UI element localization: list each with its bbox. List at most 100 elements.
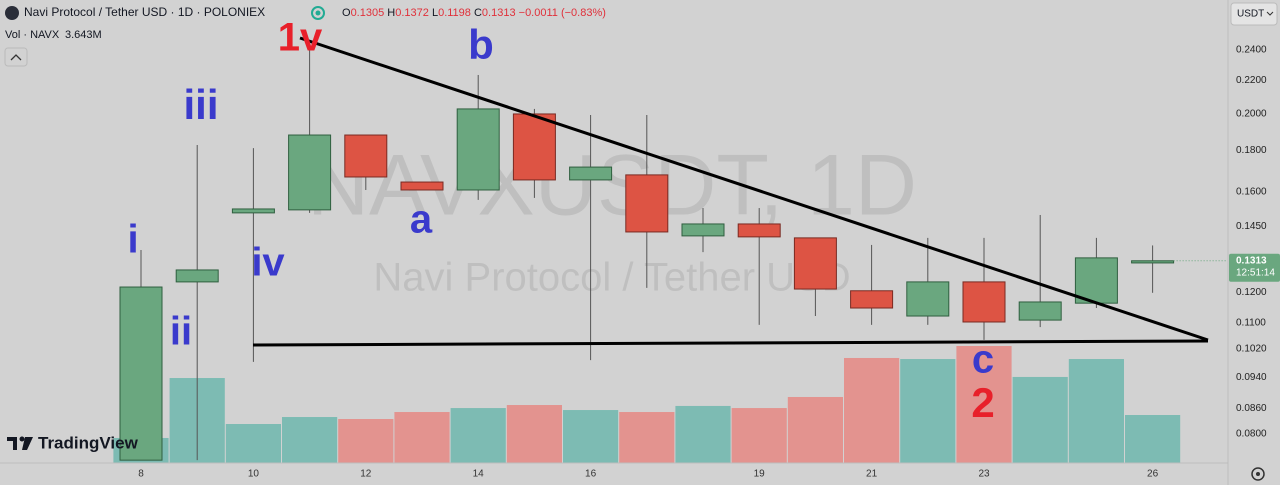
- currency: USDT: [1237, 9, 1264, 20]
- change: −0.0011 (−0.83%): [519, 7, 606, 19]
- y-tick-label: 0.1450: [1236, 221, 1267, 232]
- candle-body: [850, 290, 894, 309]
- candle-body: [119, 286, 163, 461]
- volume-bar: [1125, 415, 1181, 463]
- candle-body: [175, 269, 219, 283]
- candle-body: [793, 237, 837, 290]
- watermark-name: Navi Protocol / Tether USD: [373, 256, 850, 300]
- volume-last: 3.643M: [65, 29, 102, 41]
- candle-body: [400, 181, 444, 191]
- wave-label: 1v: [278, 16, 323, 60]
- x-tick-label: 19: [754, 469, 766, 480]
- support-line: [252, 339, 1209, 347]
- volume-layer: [113, 346, 1181, 463]
- x-tick-label: 8: [138, 469, 144, 480]
- y-tick-label: 0.1600: [1236, 186, 1267, 197]
- trend-line: [299, 36, 1209, 342]
- volume-bar: [394, 412, 450, 463]
- wave-label: ii: [170, 310, 192, 354]
- watermark-symbol: NAVXUSDT, 1D: [307, 138, 917, 234]
- volume-bar: [225, 424, 281, 463]
- logo-mark: [22, 437, 33, 450]
- volume-bar: [338, 418, 394, 463]
- ohlc-value: 0.1198: [438, 7, 471, 19]
- x-tick-label: 26: [1147, 469, 1159, 480]
- volume-bar: [1068, 359, 1124, 463]
- candle-body: [1131, 260, 1175, 264]
- ohlc-value: 0.1305: [351, 7, 385, 19]
- ohlc-value: 0.1313: [482, 7, 516, 19]
- wave-label: b: [468, 21, 494, 68]
- wave-label: 2: [971, 379, 994, 426]
- wave-label: iv: [251, 241, 285, 285]
- wave-label: c: [972, 338, 994, 382]
- dropdown-arrow: [1266, 11, 1274, 16]
- y-tick-label: 0.1100: [1236, 317, 1266, 328]
- ohlc-label: O: [342, 7, 351, 19]
- y-tick-label: 0.0800: [1236, 429, 1267, 440]
- y-tick-label: 0.1200: [1236, 287, 1267, 298]
- y-tick-label: 0.0940: [1236, 372, 1267, 383]
- price-marker: [1229, 253, 1280, 282]
- symbol-icon: [5, 6, 19, 20]
- logo-mark: [7, 437, 17, 450]
- volume-bar: [563, 410, 619, 463]
- collapse-button[interactable]: [4, 47, 28, 67]
- brand-name: TradingView: [38, 433, 139, 452]
- y-tick-label: 0.0860: [1236, 403, 1267, 414]
- volume-bar: [787, 396, 843, 463]
- candle-body: [456, 108, 500, 191]
- currency-dropdown[interactable]: [1230, 2, 1278, 26]
- ohlc-label: L: [432, 7, 438, 19]
- volume-bar: [675, 405, 731, 463]
- status-dot-inner: [315, 10, 321, 16]
- x-tick-label: 23: [978, 469, 990, 480]
- x-tick-label: 21: [866, 469, 878, 480]
- x-tick-label: 10: [248, 469, 260, 480]
- candle-body: [288, 134, 332, 211]
- y-tick-label: 0.1800: [1236, 145, 1267, 156]
- x-tick-label: 14: [473, 469, 485, 480]
- x-tick-label: 12: [360, 469, 372, 480]
- status-dot: [311, 6, 325, 20]
- candle-layer: [119, 50, 1228, 461]
- volume-bar: [450, 408, 506, 463]
- logo: [7, 436, 33, 450]
- volume-bar: [1012, 376, 1068, 463]
- ohlc-value: 0.1372: [395, 7, 429, 19]
- y-tick-label: 0.2200: [1236, 75, 1267, 86]
- volume-bar: [900, 359, 956, 463]
- y-tick-label: 0.2000: [1236, 108, 1267, 119]
- y-tick-label: 0.2400: [1236, 45, 1267, 56]
- wave-label: a: [410, 198, 433, 242]
- candle-body: [625, 174, 669, 233]
- symbol-title[interactable]: Navi Protocol / Tether USD · 1D · POLONI…: [24, 5, 265, 19]
- candle-body: [962, 281, 1006, 323]
- logo-dot: [19, 436, 25, 442]
- candle-body: [737, 223, 781, 238]
- volume-bar: [731, 408, 787, 463]
- volume-bar: [844, 357, 900, 463]
- candle-body: [512, 113, 556, 181]
- settings-button[interactable]: [1251, 467, 1265, 481]
- candle-body: [906, 281, 950, 317]
- settings-icon: [1256, 472, 1260, 476]
- price-marker-value: 0.1313: [1236, 255, 1267, 266]
- candle-body: [569, 166, 613, 181]
- candle-body: [344, 134, 388, 178]
- volume-bar: [282, 417, 338, 463]
- candle-body: [1074, 257, 1118, 304]
- candle-body: [681, 223, 725, 237]
- wave-label: iii: [183, 81, 218, 128]
- x-tick-label: 16: [585, 469, 597, 480]
- volume-bar: [956, 346, 1012, 463]
- price-marker-countdown: 12:51:14: [1236, 267, 1275, 278]
- wave-label: i: [127, 218, 138, 262]
- ohlc-label: C: [474, 7, 482, 19]
- candle-body: [1018, 301, 1062, 321]
- candle-body: [231, 208, 275, 214]
- volume-label: Vol · NAVX: [5, 29, 60, 41]
- volume-bar: [506, 405, 562, 463]
